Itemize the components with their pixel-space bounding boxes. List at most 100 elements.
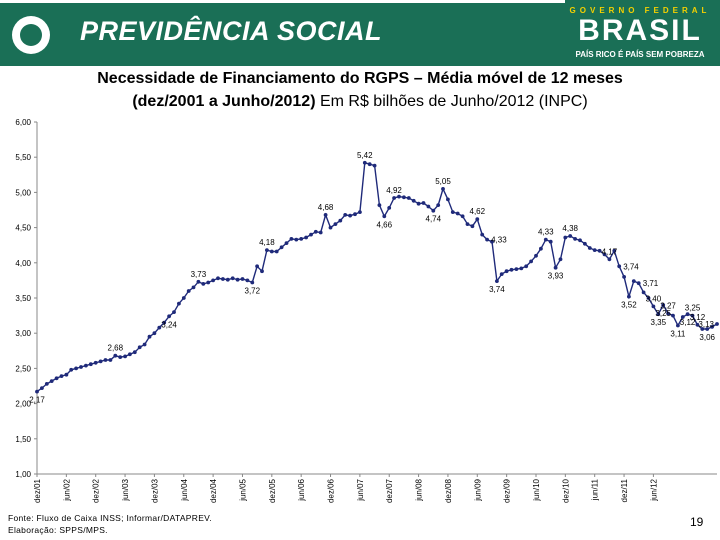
chart-subtitle-period: (dez/2001 a Junho/2012) <box>132 93 316 110</box>
data-point <box>84 363 88 368</box>
y-tick-label: 4,00 <box>15 259 31 268</box>
data-point <box>504 269 509 274</box>
data-point <box>113 353 118 358</box>
data-point <box>676 323 680 328</box>
data-point <box>191 285 196 290</box>
series-line-group <box>35 160 719 394</box>
data-point <box>235 277 240 282</box>
x-tick-label: jun/07 <box>356 478 365 501</box>
governo-federal-logo: GOVERNO FEDERAL BRASIL PAÍS RICO É PAÍS … <box>565 6 715 62</box>
data-point <box>93 360 98 365</box>
data-point <box>656 312 661 317</box>
data-label: 3,73 <box>191 270 207 279</box>
data-point <box>514 267 519 271</box>
data-point <box>265 248 269 253</box>
data-point <box>597 248 602 253</box>
data-point <box>35 389 39 394</box>
data-point <box>553 265 558 270</box>
data-point <box>607 257 612 262</box>
y-tick-label: 4,50 <box>15 224 31 233</box>
data-point <box>636 281 641 286</box>
data-point <box>661 303 666 307</box>
data-point <box>436 203 441 208</box>
data-point <box>348 213 352 218</box>
data-point <box>328 225 333 230</box>
y-tick-label: 1,00 <box>15 470 31 479</box>
data-point <box>426 204 431 209</box>
data-point <box>450 210 455 215</box>
x-tick-label: dez/10 <box>561 478 570 503</box>
data-point <box>88 362 93 367</box>
data-label: 4,18 <box>259 238 275 247</box>
data-label: 3,93 <box>548 272 564 281</box>
data-point <box>646 296 651 300</box>
x-tick-label: dez/06 <box>327 478 336 503</box>
data-point <box>485 237 489 242</box>
data-point <box>108 358 113 362</box>
data-point <box>318 230 323 235</box>
data-point <box>245 278 250 283</box>
y-tick-label: 5,00 <box>15 188 31 197</box>
data-label: 3,74 <box>623 262 639 271</box>
data-label: 3,52 <box>621 301 637 310</box>
data-point <box>40 386 44 390</box>
data-point <box>98 359 103 364</box>
data-point <box>167 314 172 319</box>
x-tick-label: dez/04 <box>209 478 218 503</box>
data-point <box>49 379 54 383</box>
data-point <box>132 350 137 355</box>
data-point <box>358 210 362 215</box>
x-tick-label: dez/08 <box>444 478 453 503</box>
data-point <box>666 311 670 316</box>
data-point <box>460 214 465 219</box>
data-label: 3,27 <box>660 302 676 311</box>
data-point <box>103 358 108 362</box>
data-point <box>490 239 494 244</box>
data-label: 4,33 <box>491 236 507 245</box>
data-point <box>250 280 255 285</box>
data-label: 4,38 <box>562 224 578 233</box>
brand-title: PREVIDÊNCIA SOCIAL <box>80 16 383 46</box>
data-point <box>142 342 147 347</box>
data-point <box>519 266 524 271</box>
data-point <box>162 320 167 325</box>
data-point <box>715 322 719 326</box>
x-tick-label: jun/05 <box>238 478 247 501</box>
data-point <box>211 278 216 283</box>
x-axis: dez/01 jun/02 dez/02 jun/03 dez/03 jun/04 dez/… <box>33 473 717 503</box>
data-point <box>563 235 568 240</box>
data-point <box>671 313 675 318</box>
data-point <box>573 237 577 241</box>
data-point <box>592 248 597 253</box>
data-label: 3,11 <box>670 330 686 339</box>
data-point <box>221 277 225 281</box>
header-bar: PREVIDÊNCIA SOCIAL GOVERNO FEDERAL BRASI… <box>0 0 720 66</box>
data-point <box>470 224 475 229</box>
y-tick-label: 3,00 <box>15 329 31 338</box>
data-point <box>397 194 401 199</box>
gov-line: GOVERNO FEDERAL <box>569 6 711 15</box>
data-label: 3,06 <box>699 333 715 342</box>
data-point <box>402 195 406 200</box>
data-point <box>631 279 636 283</box>
y-tick-label: 5,50 <box>15 153 31 162</box>
data-point <box>230 276 235 281</box>
data-point <box>206 280 211 285</box>
data-label: 4,62 <box>470 207 486 216</box>
data-point <box>411 198 416 203</box>
data-label: 4,17 <box>602 247 618 256</box>
line-chart: 1,00 1,50 2,00 2,50 3,00 3,50 4,00 4,50 5,00 5,50… <box>15 118 719 503</box>
x-tick-label: dez/09 <box>503 478 512 503</box>
data-point <box>353 212 357 217</box>
x-tick-label: dez/03 <box>150 478 159 503</box>
page-number: 19 <box>690 515 704 529</box>
y-tick-label: 2,50 <box>15 364 31 373</box>
data-point <box>710 325 714 329</box>
data-point <box>431 208 436 213</box>
data-point <box>543 237 548 242</box>
gov-name: BRASIL <box>578 14 702 47</box>
data-point <box>289 237 294 241</box>
data-point <box>299 237 304 241</box>
data-point <box>641 290 646 295</box>
data-label: 4,68 <box>318 203 334 212</box>
